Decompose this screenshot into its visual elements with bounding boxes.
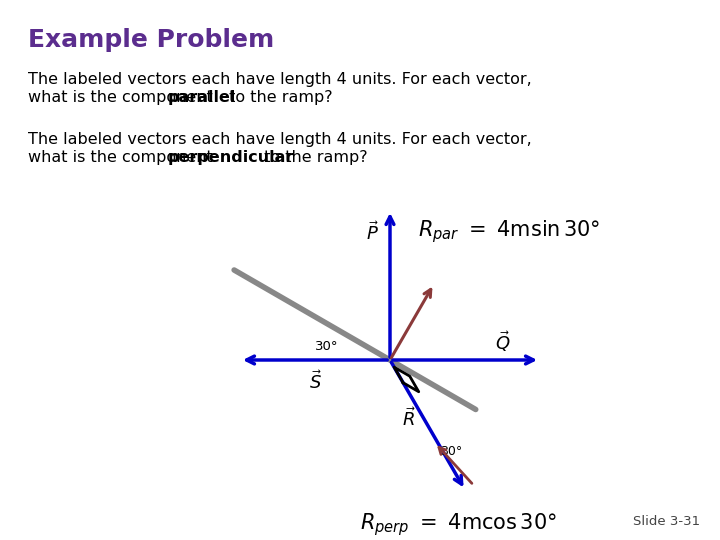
Text: The labeled vectors each have length 4 units. For each vector,: The labeled vectors each have length 4 u… [28, 132, 532, 147]
Text: parallel: parallel [168, 90, 236, 105]
Text: $\vec{Q}$: $\vec{Q}$ [495, 329, 510, 354]
Text: Slide 3-31: Slide 3-31 [633, 515, 700, 528]
Text: to the ramp?: to the ramp? [224, 90, 333, 105]
Text: Example Problem: Example Problem [28, 28, 274, 52]
Text: 30°: 30° [315, 340, 338, 353]
Text: $R_{perp}\ =\ 4\mathrm{m}\cos 30°$: $R_{perp}\ =\ 4\mathrm{m}\cos 30°$ [360, 511, 557, 538]
Text: The labeled vectors each have length 4 units. For each vector,: The labeled vectors each have length 4 u… [28, 72, 532, 87]
Text: to the ramp?: to the ramp? [258, 150, 367, 165]
Text: $R_{par}\ =\ 4\mathrm{m}\sin 30°$: $R_{par}\ =\ 4\mathrm{m}\sin 30°$ [418, 218, 600, 245]
Text: $\vec{P}$: $\vec{P}$ [366, 221, 379, 244]
Text: $\vec{S}$: $\vec{S}$ [309, 370, 321, 394]
Text: perpendicular: perpendicular [168, 150, 294, 165]
Text: what is the component: what is the component [28, 150, 218, 165]
Text: $\vec{R}$: $\vec{R}$ [402, 407, 416, 430]
Text: what is the component: what is the component [28, 90, 218, 105]
Text: 30°: 30° [441, 444, 463, 457]
